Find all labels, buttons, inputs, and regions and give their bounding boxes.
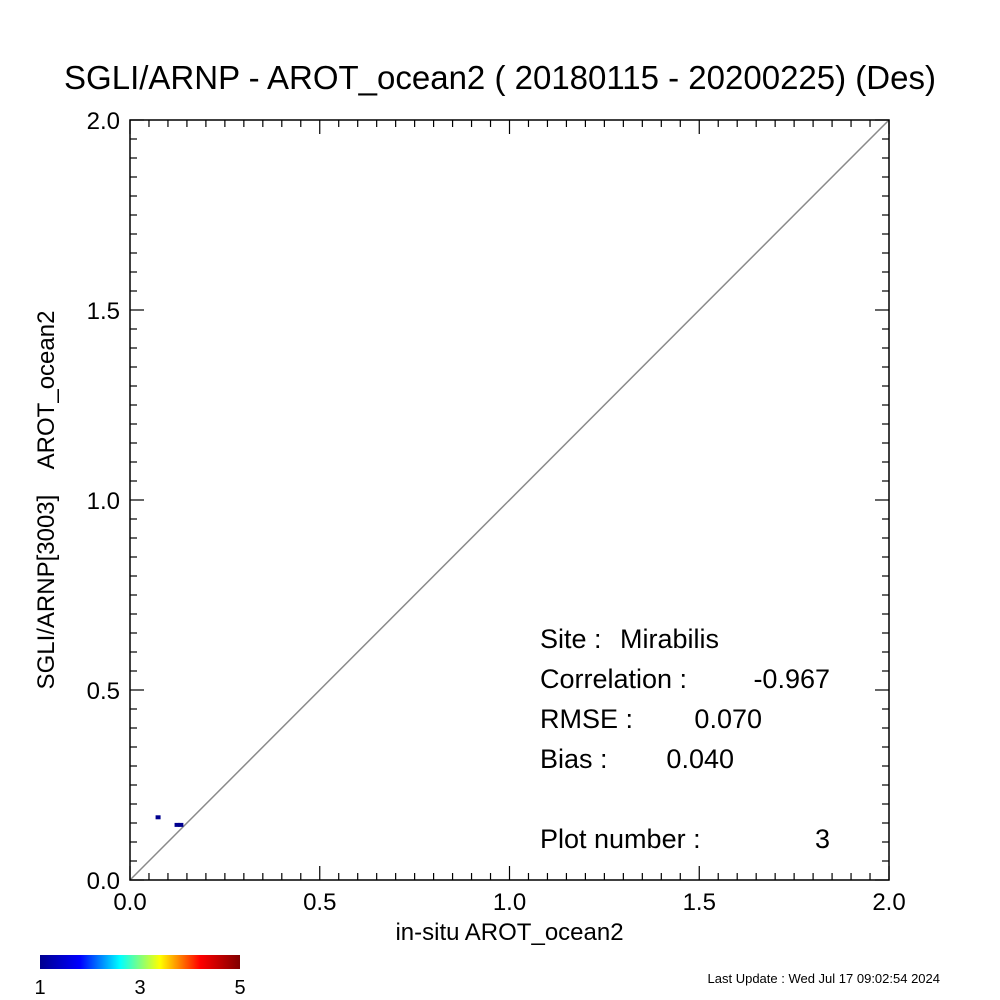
stat-label: Site :	[540, 624, 602, 654]
chart-title: SGLI/ARNP - AROT_ocean2 ( 20180115 - 202…	[64, 59, 936, 96]
plot-frame	[129, 119, 890, 881]
stat-value: 0.040	[666, 744, 734, 774]
x-tick-label: 0.5	[303, 889, 336, 916]
data-point	[178, 822, 184, 827]
stat-value: 0.070	[694, 704, 762, 734]
one-to-one-line	[129, 119, 890, 881]
y-tick-label: 0.5	[87, 678, 120, 705]
colorbar-tick-label: 5	[234, 977, 245, 999]
x-tick-label: 1.0	[493, 889, 526, 916]
data-point	[155, 815, 161, 820]
data-point	[174, 822, 180, 827]
colorbar-tick-label: 1	[34, 977, 45, 999]
y-tick-label: 1.5	[87, 298, 120, 325]
stat-value: -0.967	[753, 664, 830, 694]
stat-value: 3	[815, 824, 830, 854]
last-update-text: Last Update : Wed Jul 17 09:02:54 2024	[707, 971, 940, 986]
y-tick-label: 0.0	[87, 868, 120, 895]
stat-value: Mirabilis	[620, 624, 719, 654]
colorbar-tick-label: 3	[134, 977, 145, 999]
x-tick-label: 0.0	[113, 889, 146, 916]
x-tick-label: 1.5	[683, 889, 716, 916]
stat-label: Plot number :	[540, 824, 701, 854]
x-axis-label: in-situ AROT_ocean2	[395, 919, 623, 946]
x-tick-label: 2.0	[872, 889, 905, 916]
stat-label: RMSE :	[540, 704, 633, 734]
y-axis-label: SGLI/ARNP[3003] AROT_ocean2	[33, 311, 60, 690]
y-tick-label: 1.0	[87, 488, 120, 515]
colorbar	[40, 955, 240, 969]
stat-label: Correlation :	[540, 664, 687, 694]
y-tick-label: 2.0	[87, 108, 120, 135]
stat-label: Bias :	[540, 744, 608, 774]
